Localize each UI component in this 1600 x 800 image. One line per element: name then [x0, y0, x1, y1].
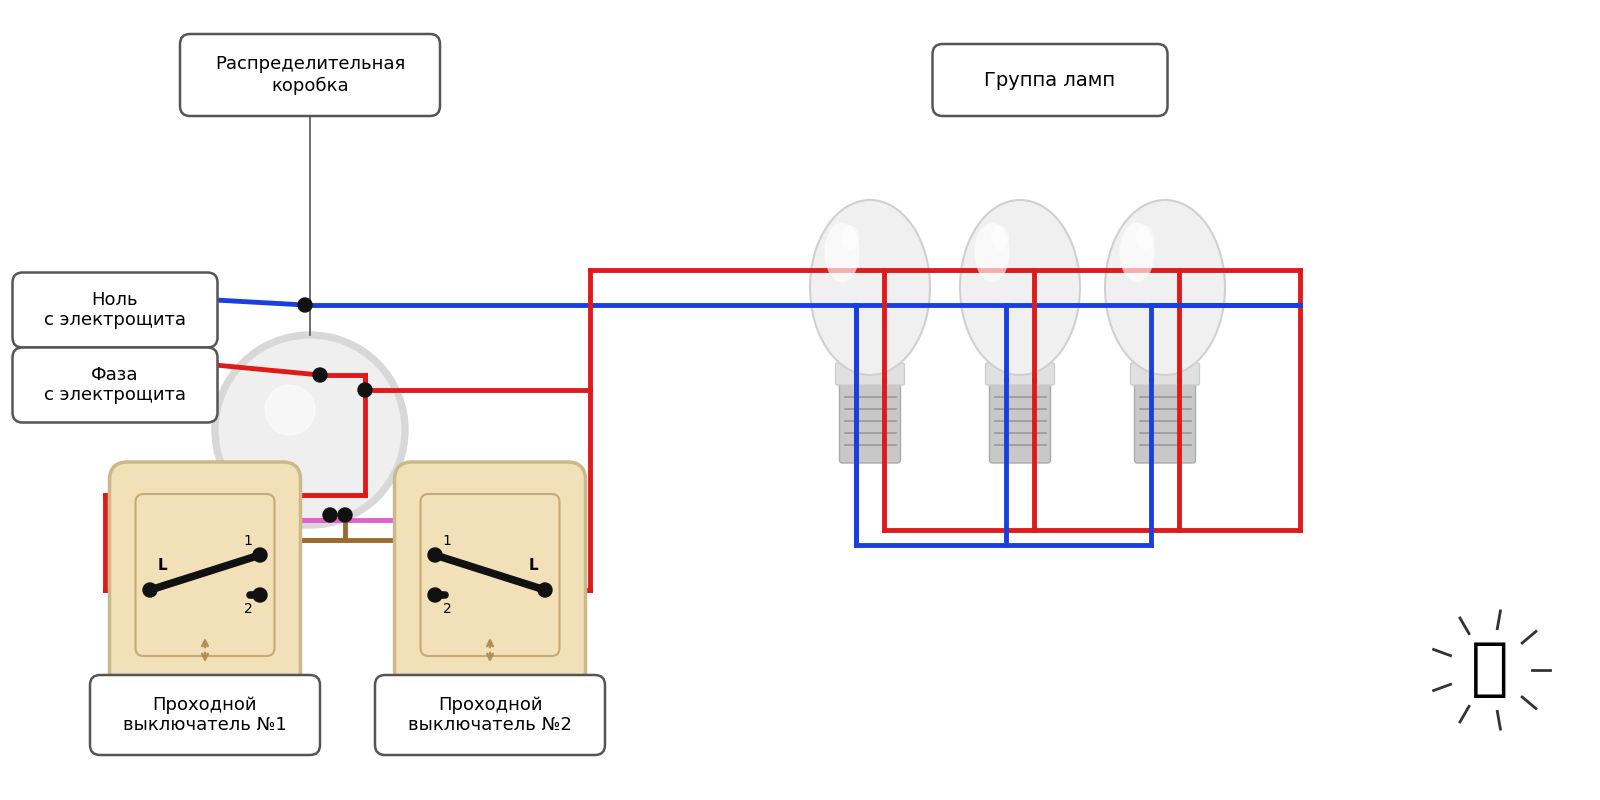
Circle shape	[314, 368, 326, 382]
Text: Ноль
с электрощита: Ноль с электрощита	[45, 290, 186, 330]
Circle shape	[298, 298, 312, 312]
Ellipse shape	[1120, 222, 1155, 282]
FancyBboxPatch shape	[179, 34, 440, 116]
Circle shape	[254, 549, 266, 561]
Text: 1: 1	[443, 534, 451, 548]
Circle shape	[323, 508, 338, 522]
Circle shape	[429, 549, 442, 561]
Ellipse shape	[810, 200, 930, 375]
Text: 🤌: 🤌	[1472, 640, 1509, 700]
FancyBboxPatch shape	[835, 363, 904, 385]
Text: L: L	[157, 558, 166, 573]
FancyBboxPatch shape	[90, 675, 320, 755]
Circle shape	[211, 332, 408, 528]
FancyBboxPatch shape	[136, 494, 275, 656]
Ellipse shape	[1136, 225, 1154, 250]
Circle shape	[254, 589, 266, 601]
FancyBboxPatch shape	[986, 363, 1054, 385]
FancyBboxPatch shape	[840, 377, 901, 463]
FancyBboxPatch shape	[374, 675, 605, 755]
Ellipse shape	[824, 222, 859, 282]
Text: 1: 1	[243, 534, 253, 548]
Circle shape	[429, 548, 442, 562]
FancyBboxPatch shape	[1134, 377, 1195, 463]
Circle shape	[221, 340, 400, 520]
Text: L: L	[528, 558, 538, 573]
FancyBboxPatch shape	[989, 377, 1051, 463]
FancyBboxPatch shape	[13, 347, 218, 422]
FancyBboxPatch shape	[395, 462, 586, 688]
Circle shape	[266, 385, 315, 435]
Ellipse shape	[1106, 200, 1226, 375]
Circle shape	[253, 588, 267, 602]
Text: Проходной
выключатель №1: Проходной выключатель №1	[123, 695, 286, 734]
FancyBboxPatch shape	[13, 273, 218, 347]
Circle shape	[142, 583, 157, 597]
Ellipse shape	[960, 200, 1080, 375]
Circle shape	[429, 589, 442, 601]
Circle shape	[338, 508, 352, 522]
Ellipse shape	[974, 222, 1010, 282]
Circle shape	[429, 588, 442, 602]
Text: 2: 2	[243, 602, 253, 616]
Text: Проходной
выключатель №2: Проходной выключатель №2	[408, 695, 571, 734]
Text: Группа ламп: Группа ламп	[984, 70, 1115, 90]
FancyBboxPatch shape	[421, 494, 560, 656]
Circle shape	[358, 383, 371, 397]
Circle shape	[539, 584, 550, 596]
Ellipse shape	[990, 225, 1010, 250]
Circle shape	[144, 584, 157, 596]
FancyBboxPatch shape	[933, 44, 1168, 116]
Text: 2: 2	[443, 602, 451, 616]
Ellipse shape	[842, 225, 859, 250]
Circle shape	[538, 583, 552, 597]
FancyBboxPatch shape	[1131, 363, 1200, 385]
Circle shape	[253, 548, 267, 562]
Text: Распределительная
коробка: Распределительная коробка	[214, 55, 405, 94]
Text: Фаза
с электрощита: Фаза с электрощита	[45, 366, 186, 404]
FancyBboxPatch shape	[109, 462, 301, 688]
